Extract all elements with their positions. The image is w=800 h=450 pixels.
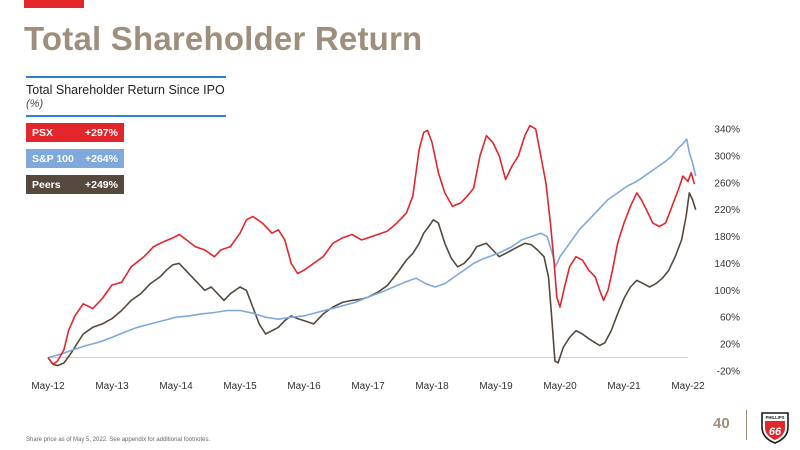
legend-total: +297% [85, 126, 118, 139]
logo-number: 66 [769, 426, 782, 438]
chart-subtitle: (%) [26, 98, 44, 110]
legend-label: S&P 100 [32, 152, 74, 165]
x-tick-label: May-14 [159, 381, 193, 392]
series-line-peers [47, 192, 697, 367]
phillips-66-logo-icon: PHILLIPS 66 [761, 412, 789, 444]
y-tick-label: 100% [714, 286, 740, 297]
footnote: Share price as of May 5, 2022. See appen… [26, 437, 211, 443]
y-tick-label: 60% [720, 313, 740, 324]
legend: PSX +297% S&P 100 +264% Peers +249% [26, 123, 124, 201]
legend-item-s-p-100: S&P 100 +264% [26, 149, 124, 168]
page-number: 40 [713, 415, 730, 432]
series-line-s-p-100 [47, 138, 697, 359]
top-accent-bar [24, 0, 84, 8]
series-line-psx [47, 124, 696, 366]
y-tick-label: 260% [714, 178, 740, 189]
legend-item-peers: Peers +249% [26, 175, 124, 194]
y-tick-label: 220% [714, 205, 740, 216]
page-divider [746, 410, 747, 440]
y-tick-label: 140% [714, 259, 740, 270]
x-tick-label: May-16 [287, 381, 321, 392]
x-tick-label: May-13 [95, 381, 129, 392]
chart-header-divider [26, 115, 226, 117]
y-tick-label: 20% [720, 340, 740, 351]
legend-label: Peers [32, 178, 61, 191]
y-tick-label: 300% [714, 151, 740, 162]
x-tick-label: May-21 [607, 381, 641, 392]
legend-total: +264% [85, 152, 118, 165]
legend-item-psx: PSX +297% [26, 123, 124, 142]
legend-label: PSX [32, 126, 54, 139]
page-title: Total Shareholder Return [24, 20, 423, 57]
x-tick-label: May-12 [31, 381, 65, 392]
logo-text: PHILLIPS [766, 415, 785, 420]
chart-title: Total Shareholder Return Since IPO [26, 83, 225, 97]
x-tick-label: May-19 [479, 381, 513, 392]
x-tick-label: May-17 [351, 381, 385, 392]
x-tick-label: May-20 [543, 381, 577, 392]
x-tick-label: May-22 [671, 381, 705, 392]
x-tick-label: May-18 [415, 381, 449, 392]
y-tick-label: 340% [714, 125, 740, 136]
y-tick-label: -20% [717, 367, 740, 378]
x-tick-label: May-15 [223, 381, 257, 392]
legend-total: +249% [85, 178, 118, 191]
chart-header: Total Shareholder Return Since IPO (%) [26, 76, 226, 110]
y-tick-label: 180% [714, 232, 740, 243]
